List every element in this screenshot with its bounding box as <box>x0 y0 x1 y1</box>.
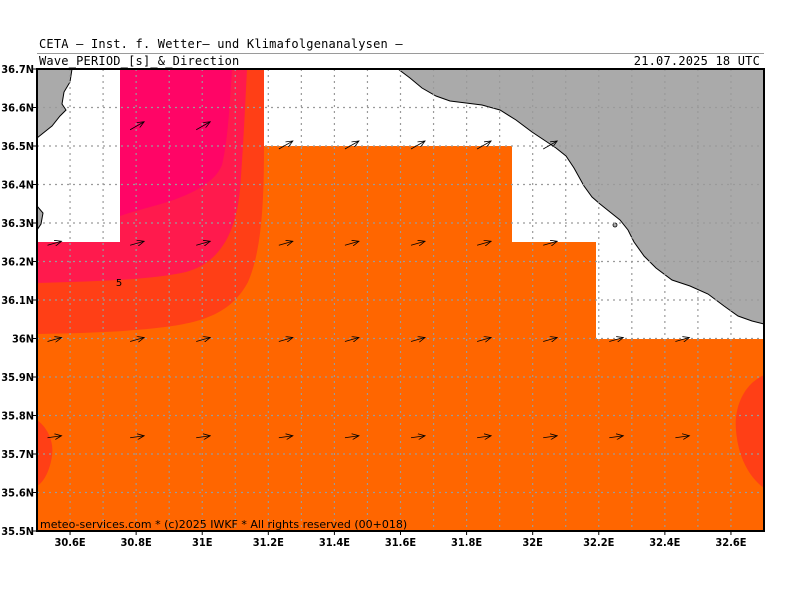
lat-label: 36.6N <box>1 102 34 115</box>
map-title: Wave_PERIOD_[s]_&_Direction <box>39 54 240 68</box>
direction-arrow <box>675 436 689 438</box>
lat-label: 36.2N <box>1 256 34 269</box>
direction-arrow <box>130 338 144 342</box>
lat-label: 36.3N <box>1 217 34 230</box>
direction-arrow <box>410 338 425 342</box>
direction-arrow <box>410 436 425 438</box>
period-field-magenta <box>120 69 232 216</box>
lat-lon-grid <box>37 69 764 531</box>
period-field-east-patch <box>735 375 764 488</box>
lat-label: 36.4N <box>1 179 34 192</box>
lat-label: 35.8N <box>1 410 34 423</box>
direction-arrow <box>675 338 689 342</box>
lon-label: 31.2E <box>253 536 284 549</box>
direction-arrow <box>130 436 144 438</box>
land-north-coast <box>397 69 764 325</box>
lat-label: 36.7N <box>1 63 34 76</box>
direction-arrow <box>196 122 210 131</box>
direction-arrow <box>543 436 557 438</box>
direction-arrow <box>278 241 293 245</box>
direction-arrow <box>609 436 623 438</box>
direction-arrow <box>278 436 293 438</box>
lon-label: 32.6E <box>715 536 746 549</box>
lon-label: 31.8E <box>451 536 482 549</box>
direction-arrow <box>609 338 623 342</box>
lat-label: 35.9N <box>1 371 34 384</box>
lon-label: 32.4E <box>649 536 680 549</box>
direction-arrow <box>410 241 425 245</box>
header-divider <box>37 53 764 54</box>
direction-arrow <box>477 241 491 245</box>
valid-timestamp: 21.07.2025 18 UTC <box>633 54 760 68</box>
land-northwest-coast <box>37 69 73 139</box>
footer-credit: meteo-services.com * (c)2025 IWKF * All … <box>40 518 407 531</box>
direction-arrow <box>344 141 359 150</box>
direction-arrow <box>476 141 491 150</box>
direction-arrow <box>410 141 425 150</box>
lon-label: 32.2E <box>583 536 614 549</box>
period-field-west-patch <box>37 420 53 486</box>
lon-label: 31.4E <box>319 536 350 549</box>
wave-direction-arrows <box>47 122 690 438</box>
direction-arrow <box>130 241 144 245</box>
contour-label: 5 <box>116 278 122 289</box>
direction-arrow <box>196 241 210 245</box>
lat-label: 36.5N <box>1 140 34 153</box>
organization-header: CETA — Inst. f. Wetter— und Klimafolgena… <box>39 37 403 51</box>
direction-arrow <box>344 436 359 438</box>
lat-label: 35.7N <box>1 448 34 461</box>
direction-arrow <box>47 338 62 342</box>
direction-arrow <box>477 436 491 438</box>
land-west-sliver <box>37 205 44 231</box>
longitude-labels: 30.6E 30.8E 31E 31.2E 31.4E 31.6E 31.8E 32E 32.2… <box>54 536 746 549</box>
lat-label: 36N <box>12 333 34 346</box>
direction-arrow <box>543 241 557 245</box>
direction-arrow <box>196 436 210 438</box>
direction-arrow <box>278 141 293 150</box>
lon-label: 31.6E <box>385 536 416 549</box>
direction-arrow <box>278 338 293 342</box>
direction-arrow <box>47 241 62 245</box>
direction-arrow <box>196 338 210 342</box>
lon-label: 31E <box>192 536 213 549</box>
direction-arrow <box>129 122 144 131</box>
lon-label: 30.6E <box>54 536 85 549</box>
direction-arrow <box>344 338 359 342</box>
direction-arrow <box>543 338 557 342</box>
direction-arrow <box>477 338 491 342</box>
latitude-labels: 36.7N 36.6N 36.5N 36.4N 36.3N 36.2N 36.1N 36N 35… <box>1 63 34 538</box>
land-islet <box>612 222 618 228</box>
axis-ticks <box>33 68 732 535</box>
lon-label: 30.8E <box>121 536 152 549</box>
lat-label: 36.1N <box>1 294 34 307</box>
lat-label: 35.6N <box>1 487 34 500</box>
lon-label: 32E <box>522 536 543 549</box>
direction-arrow <box>344 241 359 245</box>
direction-arrow <box>543 141 557 150</box>
direction-arrow <box>47 436 62 438</box>
lat-label: 35.5N <box>1 525 34 538</box>
